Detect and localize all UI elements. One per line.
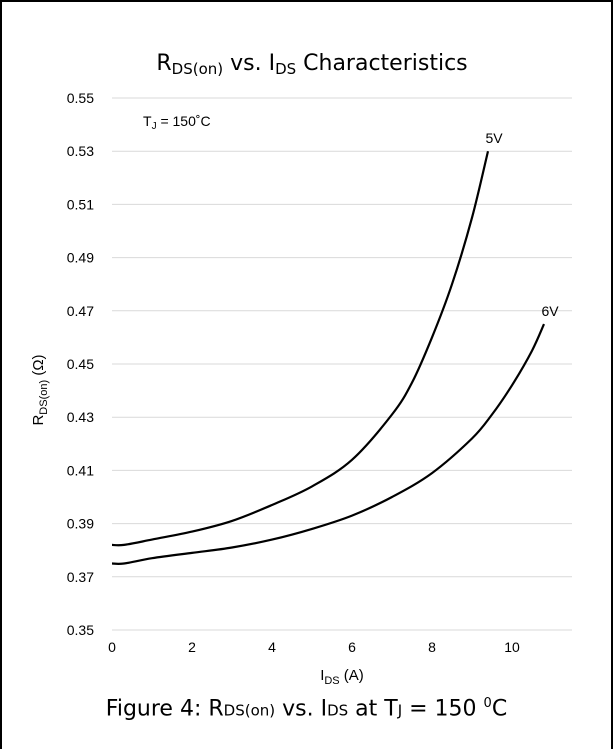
y-tick-label: 0.49 [67,250,94,266]
caption-sup: 0 [483,696,492,711]
annotation-main: T [143,113,152,129]
series-line-5v [111,150,490,547]
x-tick-label: 10 [504,639,520,655]
series-line-6v [111,323,546,565]
caption-sub2: DS [327,701,349,720]
chart-title-sub: DS(on) [172,60,223,78]
y-tick-label: 0.51 [67,196,94,212]
caption-suffix: C [491,696,508,722]
caption-sub1: DS(on) [223,701,276,720]
x-tick-label: 0 [108,639,116,655]
y-tick-label: 0.55 [67,90,94,106]
annotation-rest: = 150˚C [157,113,211,129]
annotation-sub: J [152,121,157,132]
x-tick-label: 4 [268,639,276,655]
series-lines: 5V 6V [111,130,559,565]
x-axis-label-sub: DS [324,675,339,687]
chart-title-rest1: vs. I [223,51,275,76]
series-label-6v: 6V [541,303,559,319]
chart: 0.35 0.37 0.39 0.41 0.43 0.45 0.47 0.49 0.51 0.53… [30,51,572,687]
y-axis-label-rest: (Ω) [30,354,47,379]
x-axis-label: IDS (A) [320,667,364,687]
caption-mid2: at T [348,696,398,722]
y-tick-labels: 0.35 0.37 0.39 0.41 0.43 0.45 0.47 0.49 0.51 0.53… [67,90,94,638]
x-tick-label: 8 [428,639,436,655]
chart-title-rest2: Characteristics [296,51,467,76]
y-tick-label: 0.41 [67,462,94,478]
x-tick-labels: 0 2 4 6 8 10 [108,639,520,655]
figure-caption: Figure 4: RDS(on) vs. IDS at TJ = 150 0C [0,696,613,721]
y-tick-label: 0.45 [67,356,94,372]
caption-sub3: J [397,701,403,720]
x-axis-label-rest: (A) [340,667,364,684]
y-axis-label-sub: DS(on) [38,380,50,415]
y-axis-label: RDS(on) (Ω) [30,354,50,425]
annotation-tj: TJ = 150˚C [143,113,211,132]
y-tick-label: 0.43 [67,409,94,425]
x-tick-label: 6 [348,639,356,655]
y-tick-label: 0.47 [67,303,94,319]
chart-title-sub2: DS [275,60,296,78]
x-tick-label: 2 [188,639,196,655]
chart-title-main: R [156,51,171,76]
chart-title: RDS(on) vs. IDS Characteristics [156,51,467,78]
gridlines [112,97,572,631]
caption-mid3: = 150 [402,696,484,722]
caption-mid1: vs. I [275,696,328,722]
series-label-5v: 5V [485,130,503,146]
y-tick-label: 0.39 [67,516,94,532]
y-tick-label: 0.37 [67,569,94,585]
y-tick-label: 0.35 [67,622,94,638]
caption-prefix: Figure 4: R [105,696,224,722]
x-axis-label-main: I [320,667,324,684]
y-tick-label: 0.53 [67,143,94,159]
y-axis-label-main: R [30,415,47,426]
